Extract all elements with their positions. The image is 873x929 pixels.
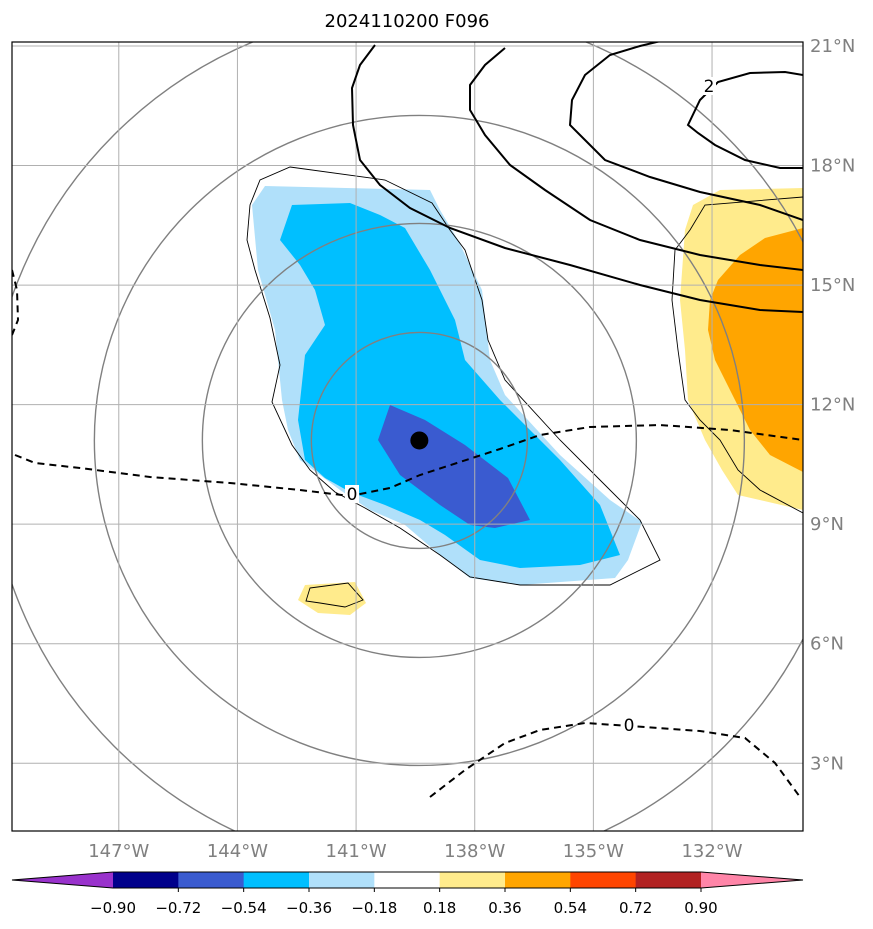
colorbar-label-9: 0.90 bbox=[684, 899, 717, 917]
solid-contours bbox=[350, 42, 803, 313]
lat-label-1: 6°N bbox=[810, 634, 844, 655]
lon-label-1: 144°W bbox=[207, 841, 268, 862]
colorbar-segment-1 bbox=[178, 872, 245, 888]
lon-label-3: 138°W bbox=[444, 841, 505, 862]
colorbar-label-6: 0.36 bbox=[488, 899, 521, 917]
colorbar-segment-6 bbox=[505, 872, 571, 888]
lon-label-0: 147°W bbox=[88, 841, 149, 862]
contour-innermost bbox=[686, 70, 803, 169]
range-ring-2 bbox=[93, 114, 746, 767]
lat-label-2: 9°N bbox=[810, 514, 844, 535]
colorbar-segment-2 bbox=[243, 872, 310, 888]
colorbar-segment-7 bbox=[570, 872, 637, 888]
zero-contour-north bbox=[14, 423, 803, 498]
map-frame bbox=[11, 41, 804, 832]
lon-label-2: 141°W bbox=[326, 841, 387, 862]
colorbar-label-5: 0.18 bbox=[423, 899, 456, 917]
colorbar-label-4: −0.18 bbox=[351, 899, 397, 917]
lon-label-4: 135°W bbox=[563, 841, 624, 862]
graticule bbox=[12, 42, 803, 831]
colorbar-tick-labels: −0.90 −0.72 −0.54 −0.36 −0.18 0.18 0.36 0.54 0.7… bbox=[90, 899, 718, 917]
colorbar-label-0: −0.90 bbox=[90, 899, 136, 917]
contour-inner bbox=[568, 42, 803, 221]
zero-outline-contours bbox=[246, 166, 803, 608]
figure-title: 2024110200 F096 bbox=[325, 11, 490, 32]
contour-outer bbox=[350, 44, 803, 313]
contour-label-zero-south: 0 bbox=[624, 716, 635, 736]
range-ring-0 bbox=[310, 331, 529, 550]
negative-field-medium bbox=[280, 203, 620, 568]
contour-label-two: 2 bbox=[704, 77, 715, 97]
lat-label-6: 21°N bbox=[810, 36, 855, 57]
longitude-labels: 147°W 144°W 141°W 138°W 135°W 132°W bbox=[88, 841, 743, 862]
colorbar-label-8: 0.72 bbox=[619, 899, 652, 917]
lat-label-5: 18°N bbox=[810, 156, 855, 177]
colorbar bbox=[11, 871, 804, 892]
colorbar-extend-low bbox=[12, 872, 113, 888]
lat-label-3: 12°N bbox=[810, 395, 855, 416]
outline-patch bbox=[305, 582, 364, 608]
colorbar-label-3: −0.36 bbox=[286, 899, 332, 917]
storm-center-marker bbox=[410, 431, 429, 450]
colorbar-segment-5 bbox=[439, 872, 506, 888]
contour-label-zero-north: 0 bbox=[347, 485, 358, 505]
colorbar-segment-0 bbox=[113, 872, 179, 888]
shaded-fields bbox=[252, 186, 803, 615]
range-ring-1 bbox=[201, 222, 638, 659]
lat-label-0: 3°N bbox=[810, 753, 844, 774]
colorbar-label-1: −0.72 bbox=[155, 899, 201, 917]
colorbar-segment-4 bbox=[374, 872, 441, 888]
outline-negative-region bbox=[246, 166, 661, 586]
dashed-contours bbox=[12, 269, 803, 798]
map-area: 0 0 2 bbox=[12, 42, 803, 831]
zero-contour-south bbox=[429, 721, 801, 798]
contour-middle bbox=[469, 47, 803, 271]
colorbar-label-7: 0.54 bbox=[554, 899, 587, 917]
latitude-labels: 3°N 6°N 9°N 12°N 15°N 18°N 21°N bbox=[810, 36, 855, 774]
positive-field-orange-east bbox=[708, 228, 803, 472]
lat-label-4: 15°N bbox=[810, 275, 855, 296]
outline-east-positive bbox=[671, 196, 803, 514]
colorbar-label-2: −0.54 bbox=[221, 899, 267, 917]
colorbar-segment-3 bbox=[309, 872, 375, 888]
colorbar-extend-high bbox=[701, 872, 803, 888]
positive-field-light-patch bbox=[298, 582, 366, 615]
range-rings bbox=[12, 42, 803, 831]
colorbar-outline bbox=[11, 871, 804, 889]
lon-label-5: 132°W bbox=[681, 841, 742, 862]
contour-labels: 0 0 2 bbox=[345, 77, 716, 736]
zero-contour-west bbox=[12, 269, 20, 336]
colorbar-segment-8 bbox=[635, 872, 702, 888]
